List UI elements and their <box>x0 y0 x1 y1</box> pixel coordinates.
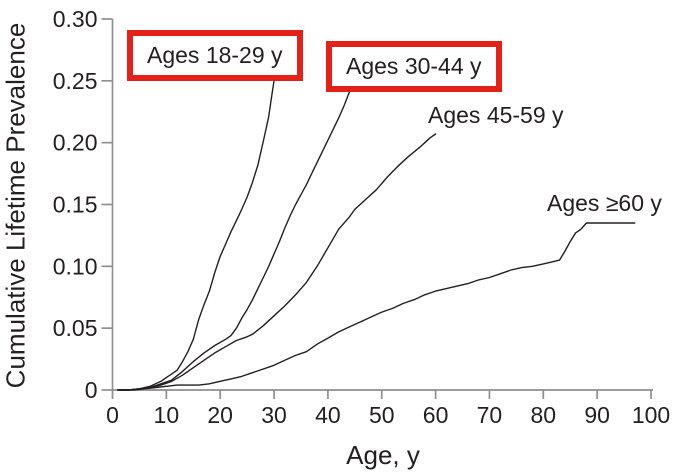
series-annotation-ages-30-44: Ages 30-44 y <box>326 41 502 92</box>
y-tick-label: 0.15 <box>53 191 98 217</box>
y-tick-label: 0 <box>85 377 98 403</box>
x-tick-label: 60 <box>423 402 449 428</box>
y-tick-label: 0.05 <box>53 315 98 341</box>
tick-labels: 0 0.05 0.10 0.15 0.20 0.25 0.30 0 10 20 30 40 50 60 70… <box>53 6 670 428</box>
x-tick-label: 30 <box>261 402 287 428</box>
x-tick-label: 0 <box>106 402 119 428</box>
series-annotation-ages-18-29: Ages 18-29 y <box>127 30 303 81</box>
curve-3 <box>117 222 636 391</box>
x-tick-label: 40 <box>315 402 341 428</box>
x-tick-label: 50 <box>369 402 395 428</box>
y-tick-label: 0.25 <box>53 68 98 94</box>
series-annotation-ages-60-plus: Ages ≥60 y <box>547 190 662 216</box>
x-tick-label: 70 <box>477 402 503 428</box>
x-tick-label: 10 <box>154 402 180 428</box>
y-axis-title: Cumulative Lifetime Prevalence <box>0 22 31 389</box>
x-axis-title: Age, y <box>346 440 420 470</box>
y-tick-label: 0.10 <box>53 253 98 279</box>
curve-0 <box>117 80 275 391</box>
series-annotation-ages-45-59: Ages 45-59 y <box>428 102 564 128</box>
x-tick-label: 20 <box>207 402 233 428</box>
y-tick-label: 0.30 <box>53 6 98 32</box>
x-tick-label: 90 <box>584 402 610 428</box>
data-curves <box>117 80 636 391</box>
curve-2 <box>117 133 437 391</box>
tick-marks <box>101 18 652 399</box>
curve-1 <box>117 91 351 391</box>
x-tick-label: 80 <box>531 402 557 428</box>
y-tick-label: 0.20 <box>53 130 98 156</box>
x-tick-label: 100 <box>632 402 670 428</box>
